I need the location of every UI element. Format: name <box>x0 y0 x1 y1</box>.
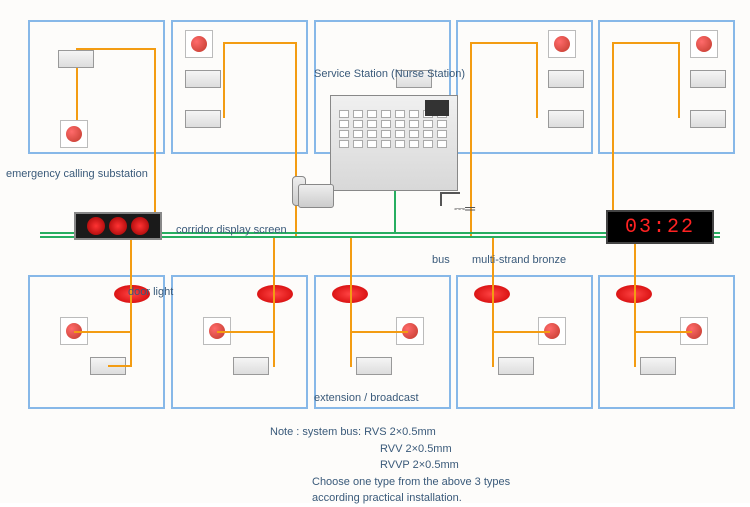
room-bottom-5 <box>598 275 735 409</box>
extension-box <box>548 110 584 128</box>
room-bottom-3 <box>314 275 451 409</box>
extension-box <box>690 70 726 88</box>
extension-box <box>58 50 94 68</box>
doorlight-label: door light <box>128 286 173 298</box>
call-button[interactable] <box>185 30 213 58</box>
phone-icon <box>292 176 340 208</box>
bus-vertical <box>394 190 396 234</box>
room-top-5 <box>598 20 735 154</box>
emergency-label: emergency calling substation <box>6 168 148 180</box>
extension-box <box>690 110 726 128</box>
call-button[interactable] <box>60 120 88 148</box>
room-top-2 <box>171 20 308 154</box>
corridor-display <box>74 212 162 240</box>
extension-box <box>233 357 269 375</box>
room-bottom-4 <box>456 275 593 409</box>
time-display: 03:22 <box>606 210 714 244</box>
strand-label: multi-strand bronze <box>472 254 566 266</box>
service-station-panel[interactable] <box>330 95 458 191</box>
corridor-label: corridor display screen <box>176 224 287 236</box>
call-button[interactable] <box>690 30 718 58</box>
note-line: according practical installation. <box>312 490 462 507</box>
extension-box <box>356 357 392 375</box>
room-bottom-2 <box>171 275 308 409</box>
plug-icon: ⎓═ <box>454 200 475 217</box>
door-light-icon <box>257 285 293 303</box>
call-button[interactable] <box>548 30 576 58</box>
extension-box <box>185 70 221 88</box>
note-prefix: Note : <box>270 426 299 438</box>
title-label: Service Station (Nurse Station) <box>314 68 465 80</box>
room-top-4 <box>456 20 593 154</box>
extension-box <box>640 357 676 375</box>
room-top-1 <box>28 20 165 154</box>
note-line: RVV 2×0.5mm <box>380 441 452 458</box>
note-line: system bus: RVS 2×0.5mm <box>302 426 435 438</box>
note-line: RVVP 2×0.5mm <box>380 457 459 474</box>
extension-box <box>185 110 221 128</box>
extension-box <box>548 70 584 88</box>
ext-label: extension / broadcast <box>314 392 419 404</box>
bus-label: bus <box>432 254 450 266</box>
note-block: Note : system bus: RVS 2×0.5mm RVV 2×0.5… <box>270 424 510 507</box>
extension-box <box>498 357 534 375</box>
note-line: Choose one type from the above 3 types <box>312 474 510 491</box>
